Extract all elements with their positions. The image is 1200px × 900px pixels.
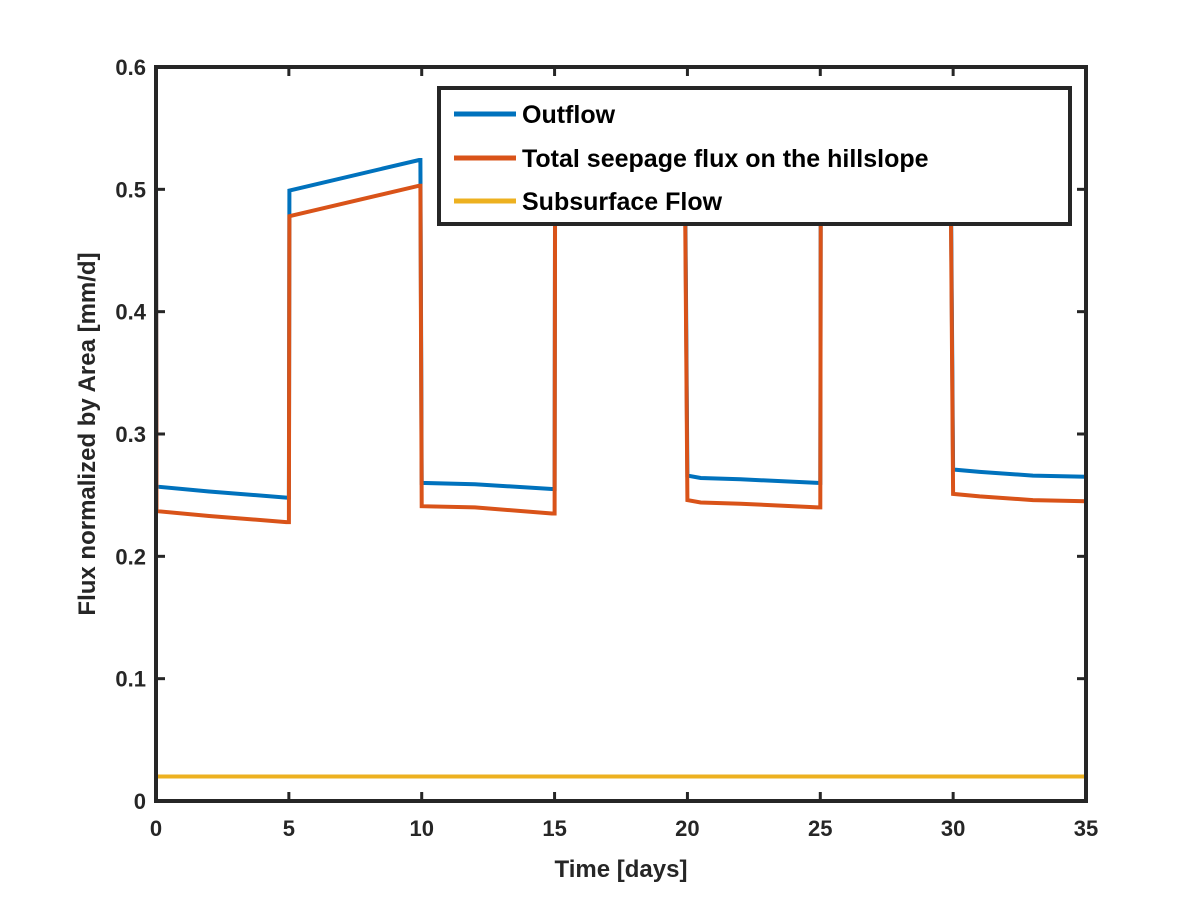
series-layer — [154, 132, 1087, 779]
x-tick-label: 20 — [675, 816, 699, 841]
y-tick-label: 0.6 — [115, 55, 146, 80]
x-axis-label: Time [days] — [555, 856, 688, 883]
y-tick-label: 0.4 — [115, 300, 146, 325]
x-tick-label: 5 — [283, 816, 295, 841]
x-tick-label: 10 — [409, 816, 433, 841]
x-tick-label: 35 — [1074, 816, 1098, 841]
legend-label-outflow: Outflow — [522, 101, 616, 129]
legend-label-seepage: Total seepage flux on the hillslope — [522, 145, 929, 173]
x-tick-label: 30 — [941, 816, 965, 841]
legend-label-subsurface: Subsurface Flow — [522, 188, 723, 216]
y-axis-label: Flux normalized by Area [mm/d] — [74, 252, 101, 615]
legend: Outflow Total seepage flux on the hillsl… — [437, 86, 1072, 226]
x-tick-label: 25 — [808, 816, 832, 841]
legend-box — [437, 86, 1072, 226]
x-tick-label: 0 — [150, 816, 162, 841]
y-tick-label: 0.2 — [115, 544, 146, 569]
ticks-layer: 0 5 10 15 20 25 30 35 0 0.1 0.2 0.3 0.4 0.5 0.6 — [115, 55, 1098, 841]
y-tick-label: 0.5 — [115, 177, 146, 202]
y-tick-label: 0 — [134, 789, 146, 814]
y-tick-label: 0.1 — [115, 667, 146, 692]
x-tick-label: 15 — [542, 816, 566, 841]
y-tick-label: 0.3 — [115, 422, 146, 447]
